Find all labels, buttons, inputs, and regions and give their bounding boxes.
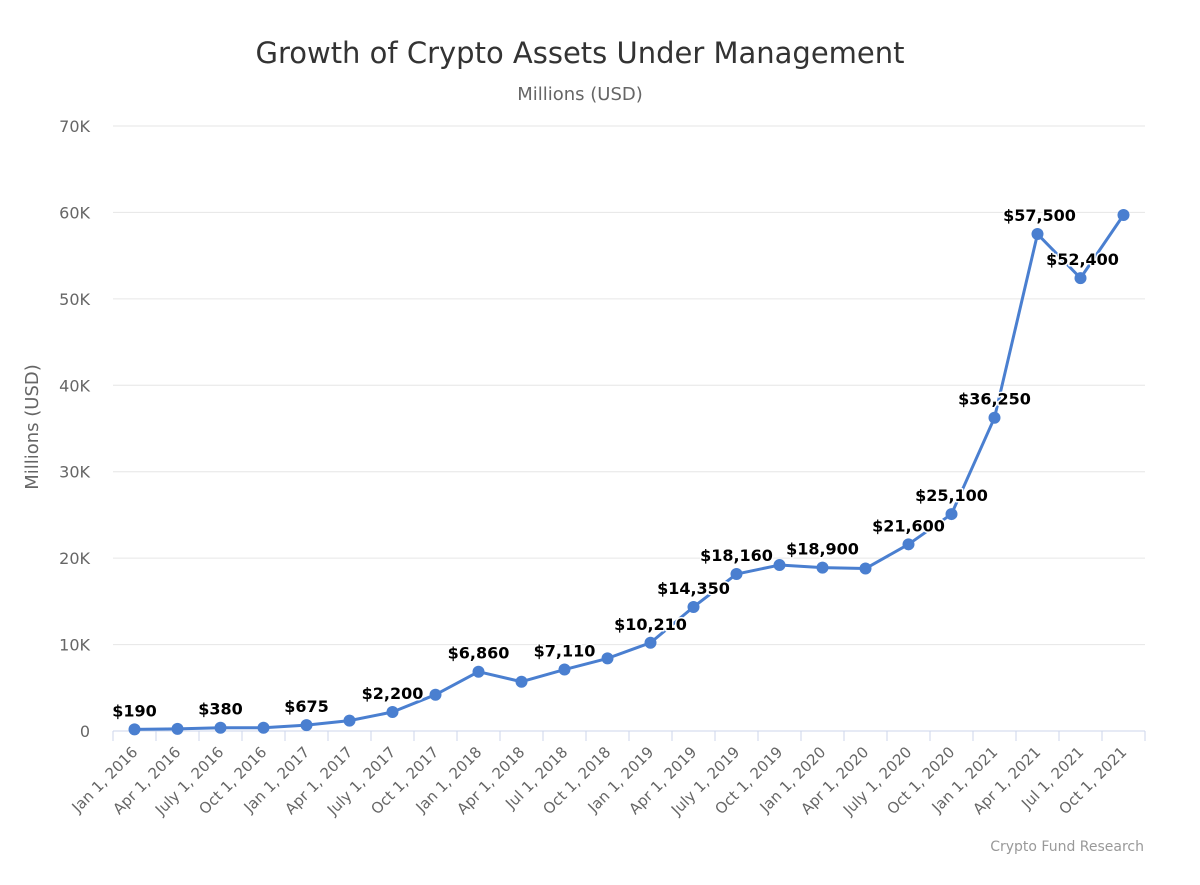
y-tick-label: 50K bbox=[59, 290, 90, 309]
data-point[interactable] bbox=[816, 561, 829, 574]
data-label: $190 bbox=[112, 701, 157, 720]
data-point[interactable] bbox=[902, 538, 915, 551]
data-label: $52,400 bbox=[1046, 250, 1119, 269]
chart-subtitle: Millions (USD) bbox=[517, 84, 643, 105]
data-label: $21,600 bbox=[872, 516, 945, 535]
data-label: $6,860 bbox=[448, 644, 510, 663]
data-label: $10,210 bbox=[614, 615, 687, 634]
data-point[interactable] bbox=[300, 719, 313, 732]
y-tick-label: 20K bbox=[59, 549, 90, 568]
data-point[interactable] bbox=[601, 652, 614, 665]
data-point[interactable] bbox=[257, 721, 270, 734]
data-point[interactable] bbox=[515, 675, 528, 688]
y-tick-label: 30K bbox=[59, 463, 90, 482]
data-label: $14,350 bbox=[657, 579, 730, 598]
data-labels: $190 $380 $675 $2,200 $6,860 $7,110 $10,210 $14… bbox=[111, 205, 1121, 722]
data-point[interactable] bbox=[429, 688, 442, 701]
y-axis-title: Millions (USD) bbox=[22, 364, 43, 490]
data-point[interactable] bbox=[687, 600, 700, 613]
series bbox=[128, 209, 1130, 736]
data-point[interactable] bbox=[1074, 272, 1087, 285]
data-label: $36,250 bbox=[958, 390, 1031, 409]
data-point[interactable] bbox=[1031, 228, 1044, 241]
data-label: $2,200 bbox=[362, 684, 424, 703]
data-point[interactable] bbox=[1117, 209, 1130, 222]
series-line bbox=[133, 213, 1125, 731]
data-label: $18,900 bbox=[786, 540, 859, 559]
data-point[interactable] bbox=[859, 562, 872, 575]
y-tick-label: 10K bbox=[59, 636, 90, 655]
y-axis: 0 10K 20K 30K 40K 50K 60K 70K bbox=[59, 117, 90, 741]
y-tick-label: 40K bbox=[59, 376, 90, 395]
y-tick-label: 0 bbox=[80, 722, 90, 741]
data-point[interactable] bbox=[945, 508, 958, 521]
data-point[interactable] bbox=[128, 723, 141, 736]
data-point[interactable] bbox=[644, 636, 657, 649]
data-point[interactable] bbox=[343, 714, 356, 727]
data-point[interactable] bbox=[773, 559, 786, 572]
data-label: $380 bbox=[198, 700, 243, 719]
y-tick-label: 60K bbox=[59, 203, 90, 222]
data-label: $7,110 bbox=[534, 642, 596, 661]
gridlines bbox=[113, 125, 1145, 646]
data-point[interactable] bbox=[472, 665, 485, 678]
data-label: $25,100 bbox=[915, 486, 988, 505]
data-label: $57,500 bbox=[1003, 206, 1076, 225]
chart-title: Growth of Crypto Assets Under Management bbox=[255, 36, 904, 70]
credits: Crypto Fund Research bbox=[990, 839, 1144, 855]
data-point[interactable] bbox=[386, 705, 399, 718]
data-point[interactable] bbox=[214, 721, 227, 734]
data-label: $675 bbox=[284, 697, 329, 716]
data-point[interactable] bbox=[988, 411, 1001, 424]
data-point[interactable] bbox=[730, 568, 743, 581]
data-point[interactable] bbox=[558, 663, 571, 676]
y-tick-label: 70K bbox=[59, 117, 90, 136]
data-point[interactable] bbox=[171, 722, 184, 735]
data-label: $18,160 bbox=[700, 546, 773, 565]
